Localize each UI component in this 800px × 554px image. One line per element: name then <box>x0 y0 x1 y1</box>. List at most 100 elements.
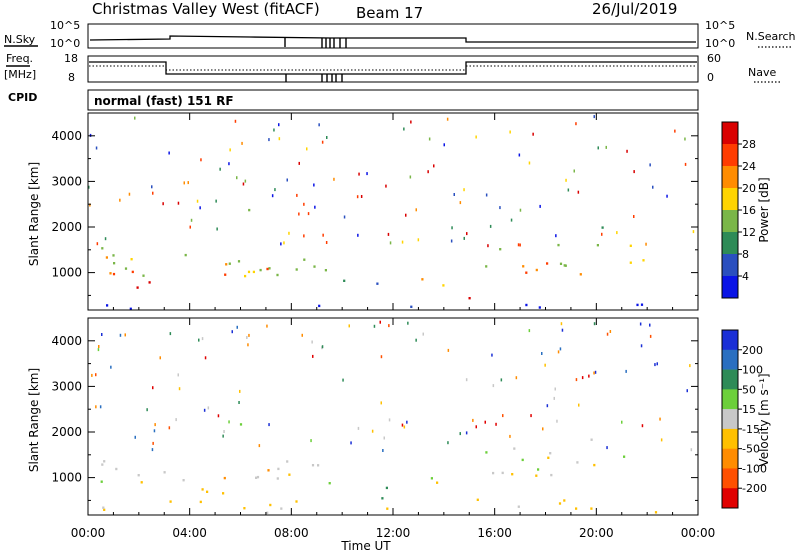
power-sparse-echo <box>577 190 580 194</box>
power-sparse-echo <box>428 137 431 141</box>
power-echo-cell <box>525 303 528 307</box>
velocity-echo-cell <box>501 471 504 475</box>
velocity-colorbar-swatch <box>722 330 738 351</box>
velocity-sparse-echo <box>119 333 122 337</box>
velocity-sparse-echo <box>350 441 352 445</box>
velocity-sparse-echo <box>91 373 93 377</box>
power-sparse-echo <box>360 195 363 198</box>
velocity-echo-cell <box>517 505 520 508</box>
power-sparse-echo <box>356 195 359 199</box>
velocity-echo-cell <box>590 438 593 441</box>
velocity-echo-cell <box>222 492 225 495</box>
radar-title: Christmas Valley West (fitACF) <box>92 0 320 18</box>
power-sparse-echo <box>168 151 170 155</box>
velocity-sparse-echo <box>500 378 503 382</box>
power-sparse-echo <box>565 178 567 182</box>
velocity-sparse-echo <box>383 436 385 440</box>
power-sparse-echo <box>162 202 164 206</box>
power-colorbar-tick-label: 8 <box>742 248 749 261</box>
velocity-sparse-echo <box>266 324 268 328</box>
velocity-sparse-echo <box>228 420 230 424</box>
power-sparse-echo <box>684 162 687 166</box>
cpid-value: normal (fast) 151 RF <box>94 94 234 108</box>
velocity-sparse-echo <box>177 373 179 377</box>
noise-tick-low-left: 10^0 <box>50 37 80 50</box>
velocity-echo-cell <box>169 500 172 503</box>
date-label: 26/Jul/2019 <box>592 0 677 18</box>
power-ytick-label: 4000 <box>51 129 82 143</box>
power-sparse-echo <box>303 202 305 206</box>
velocity-sparse-echo <box>459 432 461 436</box>
power-colorbar-tick-label: 20 <box>742 182 756 195</box>
power-sparse-echo <box>242 182 245 186</box>
power-sparse-echo <box>466 232 468 236</box>
power-sparse-echo <box>196 199 199 203</box>
velocity-sparse-echo <box>207 406 210 410</box>
power-sparse-echo <box>433 164 435 168</box>
velocity-sparse-echo <box>472 418 474 422</box>
velocity-echo-cell <box>163 471 166 474</box>
velocity-sparse-echo <box>654 363 656 367</box>
power-echo-cell <box>522 265 525 268</box>
power-sparse-echo <box>443 143 445 147</box>
power-sparse-echo <box>296 193 298 197</box>
velocity-echo-cell <box>430 477 433 480</box>
power-sparse-echo <box>626 149 628 153</box>
power-sparse-echo <box>410 120 412 124</box>
velocity-sparse-echo <box>312 354 314 358</box>
velocity-sparse-echo <box>407 321 409 325</box>
power-echo-cell <box>564 264 567 267</box>
power-sparse-echo <box>306 147 308 151</box>
velocity-sparse-echo <box>95 373 97 377</box>
velocity-sparse-echo <box>588 374 590 378</box>
velocity-echo-cell <box>280 507 283 510</box>
power-sparse-echo <box>509 130 511 134</box>
power-sparse-echo <box>268 138 270 142</box>
velocity-echo-cell <box>317 464 320 467</box>
power-echo-cell <box>101 247 104 250</box>
power-echo-cell <box>557 243 560 247</box>
velocity-ytick-label: 3000 <box>51 379 82 393</box>
velocity-sparse-echo <box>371 429 374 433</box>
power-sparse-echo <box>485 193 488 197</box>
time-tick-label: 04:00 <box>172 526 207 540</box>
velocity-echo-cell <box>476 498 479 501</box>
freq-label: Freq. <box>6 52 33 65</box>
velocity-sparse-echo <box>388 324 390 328</box>
velocity-sparse-echo <box>168 426 171 430</box>
velocity-echo-cell <box>328 482 331 485</box>
power-sparse-echo <box>487 244 489 248</box>
power-sparse-echo <box>89 203 91 207</box>
power-sparse-echo <box>288 231 290 235</box>
time-tick-label: 08:00 <box>274 526 309 540</box>
velocity-sparse-echo <box>515 376 518 380</box>
power-sparse-echo <box>446 117 449 121</box>
velocity-ytick-label: 2000 <box>51 425 82 439</box>
power-sparse-echo <box>229 148 231 152</box>
velocity-sparse-echo <box>559 347 562 351</box>
power-colorbar-swatch <box>722 188 738 211</box>
power-sparse-echo <box>652 185 654 189</box>
velocity-ytick-label: 4000 <box>51 334 82 348</box>
velocity-sparse-echo <box>310 439 312 443</box>
velocity-colorbar-swatch <box>722 448 738 469</box>
power-sparse-echo <box>459 201 462 205</box>
velocity-echo-cell <box>549 452 552 455</box>
velocity-sparse-echo <box>99 405 102 409</box>
velocity-sparse-echo <box>689 364 691 368</box>
power-sparse-echo <box>475 135 477 139</box>
velocity-sparse-echo <box>528 329 531 333</box>
power-echo-cell <box>629 244 632 247</box>
power-echo-cell <box>596 244 599 247</box>
nave-label: Nave <box>748 66 776 79</box>
velocity-sparse-echo <box>154 423 156 427</box>
power-sparse-echo <box>409 175 412 179</box>
power-colorbar: 28 24 20 16 12 8 4 <box>721 121 756 299</box>
power-echo-cell <box>324 269 327 272</box>
velocity-sparse-echo <box>380 401 382 405</box>
power-sparse-echo <box>152 191 154 195</box>
power-sparse-echo <box>605 145 607 149</box>
power-sparse-echo <box>489 224 492 228</box>
velocity-echo-cell <box>288 473 291 476</box>
power-colorbar-label: Power [dB] <box>757 177 771 242</box>
